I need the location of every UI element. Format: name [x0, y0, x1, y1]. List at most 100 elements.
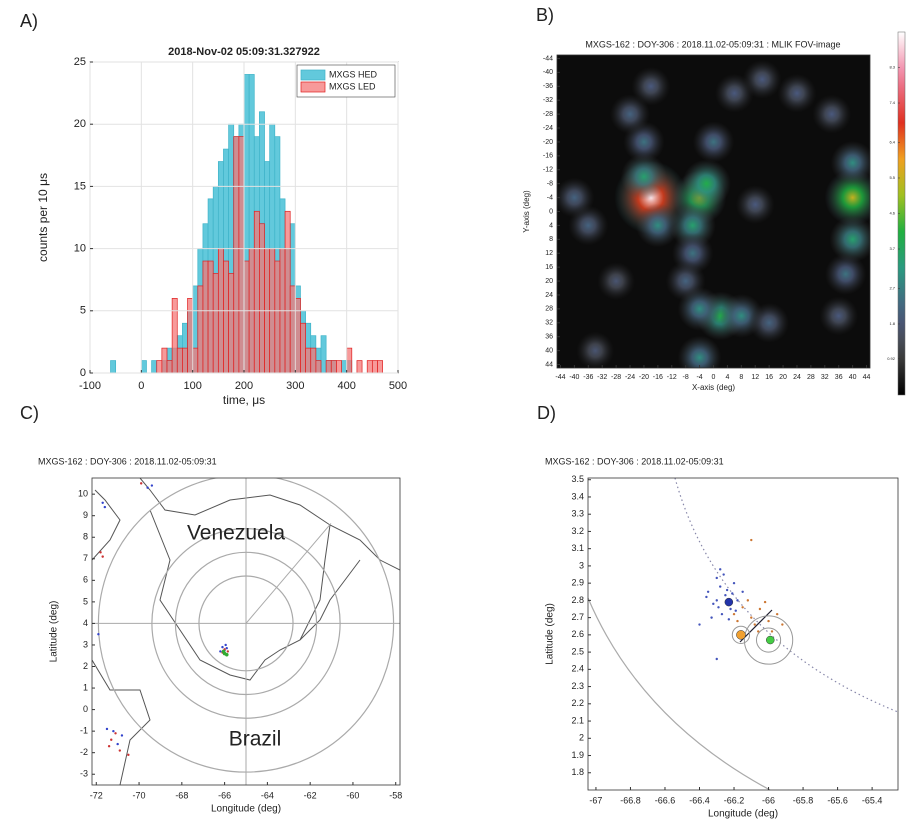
y-tick-label: -36	[543, 83, 553, 90]
x-tick-label: 44	[863, 374, 871, 381]
histogram-bar	[366, 360, 373, 373]
ring	[151, 528, 341, 719]
solid-arc	[587, 597, 771, 791]
x-tick-label: 0	[138, 380, 144, 392]
point	[719, 585, 722, 588]
x-tick-label: -66	[218, 790, 231, 800]
point	[736, 630, 746, 640]
point	[750, 538, 753, 542]
y-tick-label: 4	[83, 618, 88, 628]
x-tick-label: -36	[583, 374, 593, 381]
x-tick-label: 32	[821, 374, 829, 381]
heat-spot	[735, 185, 775, 225]
histogram-bar	[341, 360, 348, 373]
coastline	[92, 489, 121, 561]
y-tick-label: -20	[543, 139, 553, 146]
heat-spot	[635, 203, 680, 248]
point	[712, 602, 715, 606]
point	[715, 599, 718, 602]
y-tick-label: -2	[80, 747, 88, 757]
y-tick-label: 3.5	[571, 474, 584, 484]
y-tick-label: -28	[543, 111, 553, 118]
heat-spot	[830, 140, 870, 185]
panel-label: C)	[20, 403, 39, 423]
y-tick-label: 2.6	[571, 629, 584, 639]
x-tick-label: -68	[175, 790, 188, 800]
legend-swatch	[300, 69, 326, 81]
histogram-bar	[371, 360, 378, 373]
x-tick-label: 200	[235, 380, 253, 392]
colorbar-tick-label: 5.5	[889, 175, 895, 180]
x-tick-label: 24	[793, 374, 801, 381]
histogram-bar	[228, 273, 235, 373]
y-tick-label: 10	[78, 489, 88, 499]
chart-title: MXGS-162 : DOY-306 : 2018.11.02-05:09:31	[545, 456, 724, 466]
x-axis-label: Longitude (deg)	[708, 809, 778, 820]
point	[146, 486, 149, 489]
histogram-bar	[176, 347, 183, 373]
histogram-bar	[330, 360, 337, 373]
histogram-bar	[238, 136, 245, 373]
direction-line	[245, 523, 332, 624]
histogram-bar	[182, 347, 188, 373]
point	[221, 649, 226, 654]
point	[219, 650, 222, 653]
histogram-bar	[197, 285, 204, 373]
plot-frame	[91, 477, 401, 786]
y-tick-label: 9	[83, 510, 88, 520]
point	[225, 646, 228, 650]
point	[753, 623, 756, 626]
point	[710, 616, 713, 619]
x-tick-label: -66	[762, 795, 775, 805]
y-tick-label: 3.2	[571, 526, 584, 536]
point	[725, 588, 729, 592]
y-tick-label: 2	[579, 733, 584, 743]
histogram-bar	[356, 360, 363, 373]
histogram-bar	[243, 260, 250, 373]
legend-label: MXGS HED	[329, 69, 378, 79]
x-tick-label: -65.4	[862, 795, 883, 805]
probability-arcs	[587, 477, 899, 791]
histogram-bar	[253, 210, 260, 373]
histogram-bar	[171, 298, 178, 373]
x-tick-label: 100	[183, 380, 201, 392]
axes: -72 -70 -68 -66 -64 -62 -60 -58 -3 -2 -1 0 1 2 3 4 5 6 7 8 9…	[49, 477, 402, 815]
y-tick-label: -8	[547, 181, 553, 188]
point	[741, 606, 744, 609]
ring	[97, 478, 395, 773]
x-tick-label: -67	[589, 795, 602, 805]
y-tick-label: 28	[545, 306, 553, 313]
x-axis-label: time, μs	[223, 393, 265, 407]
direction-line	[739, 609, 773, 643]
y-tick-label: 40	[545, 347, 553, 354]
ring	[198, 575, 294, 672]
colorbar-tick-label: 4.6	[889, 211, 895, 216]
panel-label: D)	[537, 403, 556, 423]
point	[221, 645, 224, 649]
x-tick-label: -12	[667, 374, 677, 381]
x-tick-label: -32	[597, 374, 607, 381]
y-tick-label: 32	[545, 320, 553, 327]
y-tick-label: 2	[83, 661, 88, 671]
x-tick-label: -100	[79, 380, 101, 392]
x-axis-label: X-axis (deg)	[692, 383, 735, 392]
chart-title: MXGS-162 : DOY-306 : 2018.11.02-05:09:31…	[585, 39, 840, 49]
y-tick-label: -40	[543, 69, 553, 76]
point	[116, 742, 119, 746]
colorbar: 0.92 1.8 2.7 3.7 4.6 5.5 6.4 7.4 8.3	[887, 31, 906, 396]
point	[731, 592, 734, 595]
point	[101, 555, 104, 558]
heat-spot	[812, 94, 852, 134]
point	[736, 599, 739, 602]
point	[736, 619, 739, 623]
y-tick-label: 2.1	[571, 715, 584, 725]
histogram-bar	[212, 273, 219, 373]
y-tick-label: 10	[74, 243, 86, 255]
point	[750, 616, 753, 619]
y-tick-label: 8	[549, 236, 553, 243]
point	[112, 729, 115, 733]
y-tick-label: 0	[80, 367, 86, 379]
point	[706, 590, 710, 593]
histogram-bar	[233, 136, 240, 373]
histogram-bar	[305, 347, 312, 373]
